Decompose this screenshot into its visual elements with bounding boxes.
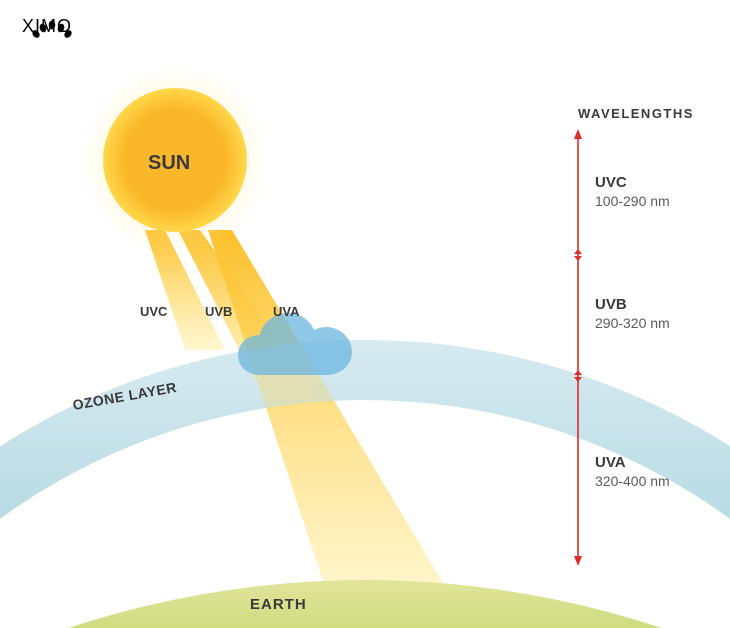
sun-label: SUN — [148, 152, 190, 175]
wavelength-uva: UVA 320-400 nm — [595, 454, 670, 489]
wavelength-axis — [574, 129, 582, 566]
diagram-stage: XIMO — [0, 0, 730, 628]
ray-label-uvc: UVC — [140, 304, 167, 319]
wl-uva-name: UVA — [595, 454, 670, 471]
wavelength-uvc: UVC 100-290 nm — [595, 174, 670, 209]
wl-uvb-name: UVB — [595, 296, 670, 313]
wavelength-uvb: UVB 290-320 nm — [595, 296, 670, 331]
ray-label-uvb: UVB — [205, 304, 232, 319]
wl-uvb-range: 290-320 nm — [595, 315, 670, 331]
wavelengths-title: WAVELENGTHS — [578, 106, 694, 121]
earth-label: EARTH — [250, 596, 307, 613]
wl-uva-range: 320-400 nm — [595, 473, 670, 489]
earth-surface — [0, 580, 730, 628]
wl-uvc-range: 100-290 nm — [595, 193, 670, 209]
ray-label-uva: UVA — [273, 304, 299, 319]
ray-uva — [208, 230, 455, 603]
wl-uvc-name: UVC — [595, 174, 670, 191]
